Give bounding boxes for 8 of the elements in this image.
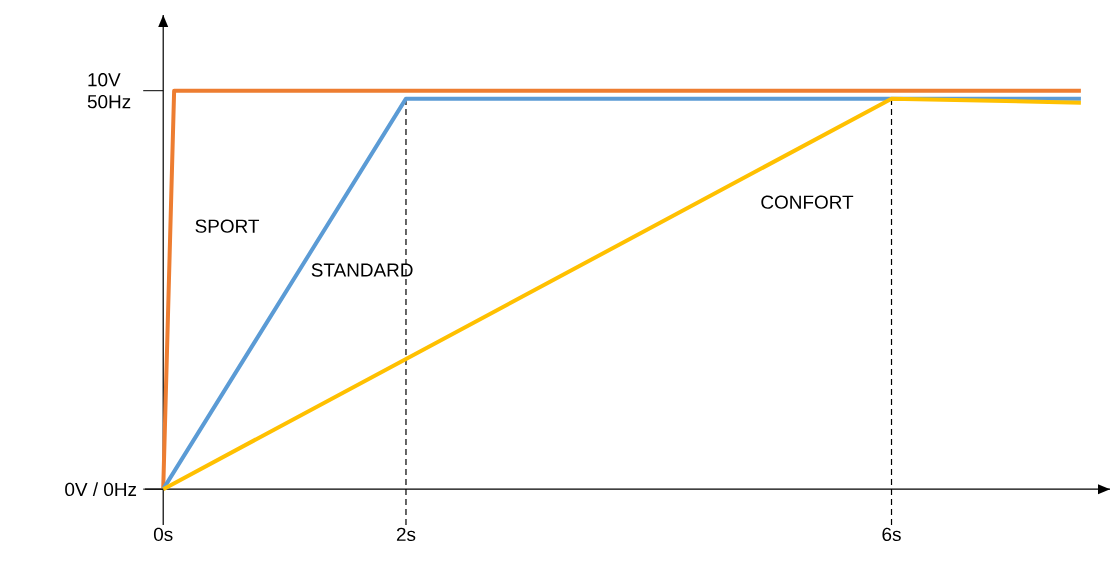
- series-label: CONFORT: [761, 195, 854, 209]
- x-tick-label: 2s: [396, 527, 416, 542]
- text: 10V 50Hz: [87, 73, 131, 109]
- series-label: SPORT: [195, 219, 260, 233]
- text: 0V / 0Hz: [65, 482, 137, 497]
- series-label: STANDARD: [311, 263, 413, 277]
- x-tick-label: 0s: [153, 527, 173, 542]
- x-tick-label: 6s: [882, 527, 901, 542]
